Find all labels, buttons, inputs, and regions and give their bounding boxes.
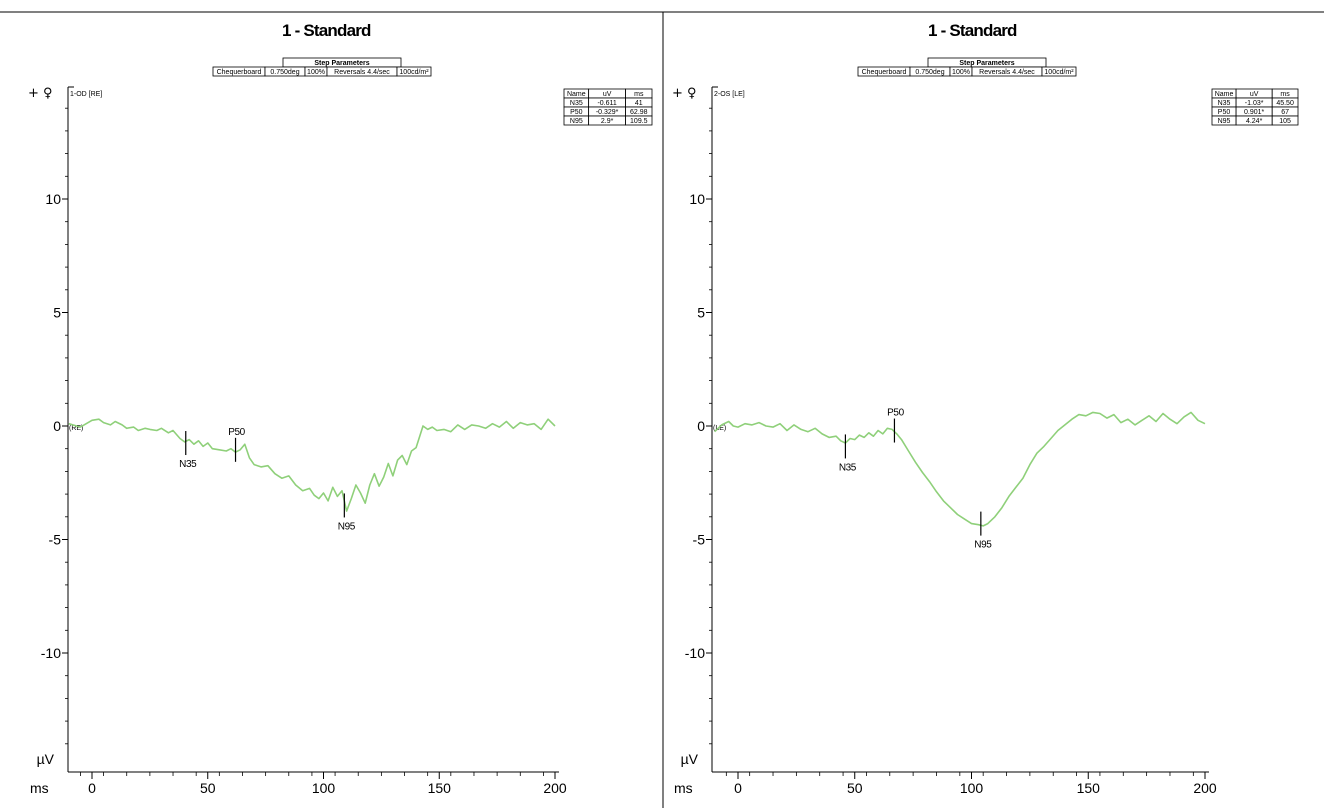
right-marker-n35: N35: [839, 434, 857, 473]
left-x-tick-label: 150: [428, 780, 452, 796]
right-x-tick-label: 150: [1077, 780, 1101, 796]
right-results-value: N95: [1218, 118, 1231, 125]
left-y-prefix: + ♀: [28, 86, 53, 101]
left-y-unit-label: µV: [37, 751, 55, 767]
right-results-header: uV: [1250, 91, 1259, 98]
left-results-value: N35: [570, 100, 583, 107]
left-results-cell: [625, 115, 653, 126]
left-step-params-value: 100%: [307, 69, 325, 76]
left-y-tick-label: -5: [49, 532, 62, 548]
left-step-params-value: 0.750deg: [270, 69, 299, 76]
left-step-params-header: Step Parameters: [314, 60, 369, 67]
left-y-tick-label: 5: [53, 305, 61, 321]
right-results-value: 105: [1279, 118, 1291, 125]
right-results-cell: [1271, 115, 1299, 126]
left-step-params-value: Chequerboard: [217, 69, 262, 76]
right-y-tick-label: -5: [693, 532, 706, 548]
right-marker-label: N35: [839, 462, 857, 473]
right-channel-label: 2-OS [LE]: [714, 91, 745, 98]
right-step-params-cell: [1041, 66, 1077, 77]
left-marker-label: N95: [338, 521, 356, 532]
left-results-header: ms: [634, 91, 644, 98]
right-step-params-value: 100%: [952, 69, 970, 76]
left-marker-n95: N95: [338, 493, 356, 532]
right-y-unit-label: µV: [681, 751, 699, 767]
left-x-tick-label: 200: [543, 780, 567, 796]
right-results-value: P50: [1218, 109, 1231, 116]
right-waveform-trace: [714, 411, 1206, 527]
left-results-value: 109.5: [630, 118, 648, 125]
left-results-value: -0.329*: [596, 109, 619, 116]
right-y-tick-label: 10: [689, 191, 705, 207]
right-results-value: 4.24*: [1246, 118, 1263, 125]
right-marker-label: P50: [887, 408, 904, 419]
right-results-value: -1.03*: [1245, 100, 1264, 107]
left-trace-label: (RE): [69, 425, 83, 432]
left-y-tick-label: -10: [41, 645, 61, 661]
right-results-value: 67: [1281, 109, 1289, 116]
right-results-value: 45.50: [1276, 100, 1294, 107]
left-results-value: -0.611: [597, 100, 616, 107]
left-x-unit-label: ms: [30, 780, 49, 796]
left-marker-p50: P50: [228, 427, 246, 462]
left-results-value: 62.98: [630, 109, 648, 116]
left-marker-n35: N35: [179, 431, 198, 470]
right-marker-p50: P50: [887, 408, 905, 443]
left-marker-label: N35: [179, 459, 197, 470]
left-x-tick-label: 100: [312, 780, 336, 796]
right-x-tick-label: 200: [1193, 780, 1217, 796]
right-results-header: Name: [1215, 91, 1234, 98]
left-x-tick-label: 50: [200, 780, 216, 796]
right-panel-title: 1 - Standard: [928, 21, 1017, 40]
left-step-params-value: Reversals 4.4/sec: [334, 69, 390, 76]
left-results-header: uV: [603, 91, 612, 98]
left-waveform-trace: [68, 418, 556, 512]
right-results-value: 0.901*: [1244, 109, 1265, 116]
right-step-params-value: 0.750deg: [915, 69, 944, 76]
right-marker-n95: N95: [974, 511, 993, 551]
right-results-value: N35: [1218, 100, 1231, 107]
right-y-tick-label: 0: [697, 418, 705, 434]
left-step-params-cell: [396, 66, 432, 77]
left-x-tick-label: 0: [88, 780, 96, 796]
right-step-params-value: Reversals 4.4/sec: [979, 69, 1035, 76]
left-results-header: Name: [567, 91, 586, 98]
left-panel-title: 1 - Standard: [282, 21, 371, 40]
left-y-tick-label: 10: [45, 191, 61, 207]
right-x-tick-label: 0: [734, 780, 742, 796]
right-marker-label: N95: [974, 540, 992, 551]
left-results-value: P50: [570, 109, 583, 116]
right-y-tick-label: 5: [697, 305, 705, 321]
left-y-tick-label: 0: [53, 418, 61, 434]
right-trace-label: (LE): [713, 425, 726, 432]
right-x-tick-label: 50: [847, 780, 863, 796]
right-x-tick-label: 100: [960, 780, 984, 796]
right-results-header: ms: [1280, 91, 1290, 98]
right-y-prefix: + ♀: [672, 86, 697, 101]
left-step-params-value: 100cd/m²: [399, 69, 429, 76]
right-step-params-value: 100cd/m²: [1044, 69, 1074, 76]
left-results-value: 2.9*: [601, 118, 614, 125]
right-y-tick-label: -10: [685, 645, 705, 661]
right-step-params-value: Chequerboard: [862, 69, 907, 76]
left-channel-label: 1-OD [RE]: [70, 91, 102, 98]
left-results-value: N95: [570, 118, 583, 125]
left-marker-label: P50: [228, 427, 245, 438]
right-x-unit-label: ms: [674, 780, 693, 796]
right-step-params-header: Step Parameters: [959, 60, 1014, 67]
left-results-value: 41: [635, 100, 643, 107]
